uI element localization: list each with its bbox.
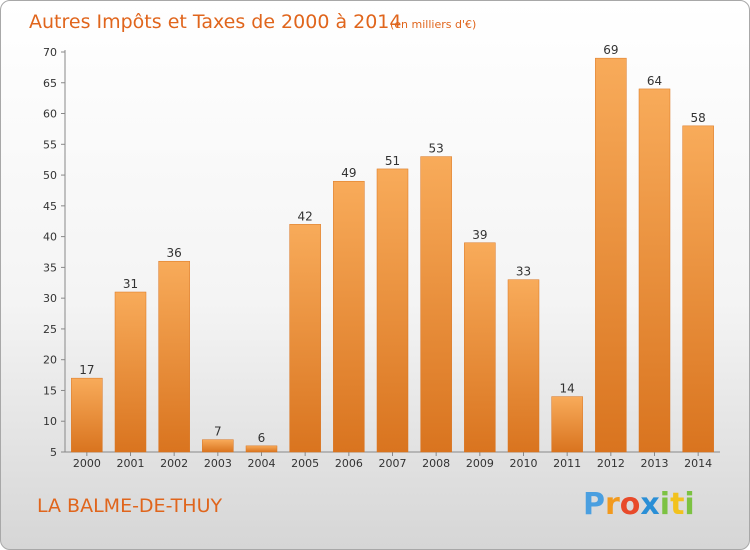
data-label: 7 [214, 425, 222, 439]
data-label: 31 [123, 277, 138, 291]
y-tick-label: 30 [43, 292, 57, 305]
x-tick-label: 2005 [291, 457, 319, 470]
data-label: 42 [298, 209, 313, 223]
x-tick-label: 2012 [597, 457, 625, 470]
bar [289, 224, 321, 453]
data-label: 36 [167, 246, 182, 260]
y-tick-label: 65 [43, 77, 57, 90]
data-label: 33 [516, 265, 531, 279]
data-label: 14 [560, 382, 575, 396]
data-label: 39 [472, 228, 487, 242]
y-tick-label: 40 [43, 231, 57, 244]
bar [420, 156, 452, 453]
y-tick-label: 45 [43, 200, 57, 213]
bars: 17 31 36 7 6 42 49 51 53 39 33 14 69 64 58 [71, 43, 714, 453]
x-tick-label: 2006 [335, 457, 363, 470]
data-label: 17 [79, 363, 94, 377]
x-tick-label: 2008 [422, 457, 450, 470]
chart-title: Autres Impôts et Taxes de 2000 à 2014 [29, 11, 402, 33]
bar [333, 180, 365, 453]
bar [682, 125, 714, 453]
x-tick-label: 2000 [73, 457, 101, 470]
y-tick-label: 15 [43, 384, 57, 397]
x-tick-label: 2011 [553, 457, 581, 470]
x-tick-label: 2009 [466, 457, 494, 470]
x-tick-label: 2001 [117, 457, 145, 470]
data-label: 6 [258, 431, 266, 445]
bar [464, 242, 496, 453]
data-label: 51 [385, 154, 400, 168]
data-label: 69 [603, 43, 618, 57]
data-label: 58 [691, 111, 706, 125]
chart-subtitle: (en milliers d'€) [390, 18, 476, 31]
logo-letter: r [605, 487, 620, 522]
x-tick-label: 2014 [684, 457, 712, 470]
logo-letter: i [659, 487, 671, 522]
x-tick-label: 2010 [510, 457, 538, 470]
y-tick-label: 5 [50, 446, 57, 459]
logo-letter: t [670, 487, 685, 522]
x-tick-label: 2002 [160, 457, 188, 470]
proxiti-logo: Proxiti [583, 487, 695, 522]
y-tick-label: 20 [43, 354, 57, 367]
data-label: 49 [341, 166, 356, 180]
y-tick-label: 60 [43, 108, 57, 121]
bar [158, 260, 190, 453]
logo-letter: x [640, 487, 660, 522]
bar [507, 279, 540, 453]
y-tick-label: 55 [43, 138, 57, 151]
bar [551, 396, 583, 453]
y-tick-label: 10 [43, 415, 57, 428]
bar [595, 57, 627, 453]
x-tick-label: 2013 [641, 457, 669, 470]
y-tick-label: 50 [43, 169, 57, 182]
bar [638, 88, 671, 453]
data-label: 53 [429, 142, 444, 156]
y-tick-label: 70 [43, 46, 57, 59]
y-tick-label: 35 [43, 261, 57, 274]
axes: 5 10 15 20 25 30 35 40 45 50 55 60 65 70 2000 2001 2002 2… [43, 46, 720, 470]
bar [71, 377, 103, 453]
logo-letter: i [684, 487, 695, 522]
bar [245, 445, 278, 453]
x-tick-label: 2007 [379, 457, 407, 470]
y-tick-label: 25 [43, 323, 57, 336]
bar [202, 439, 234, 453]
data-label: 64 [647, 74, 662, 88]
x-tick-label: 2003 [204, 457, 232, 470]
bar [376, 168, 409, 453]
logo-letter: P [583, 487, 605, 522]
logo-letter: o [619, 487, 641, 522]
commune-name: LA BALME-DE-THUY [37, 495, 223, 517]
x-tick-label: 2004 [248, 457, 276, 470]
bar [114, 291, 147, 453]
